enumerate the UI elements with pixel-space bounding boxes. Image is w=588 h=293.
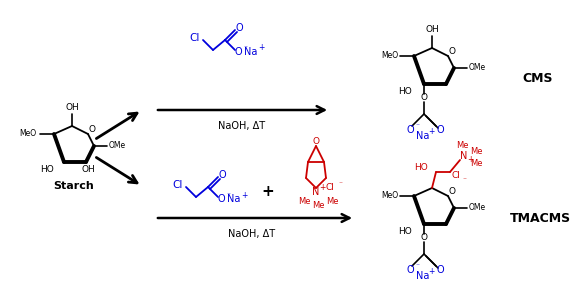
- Text: Starch: Starch: [54, 181, 95, 191]
- Text: OMe: OMe: [469, 64, 486, 72]
- Text: O: O: [235, 23, 243, 33]
- Text: MeO: MeO: [381, 52, 398, 60]
- Text: N: N: [312, 187, 320, 197]
- Text: Me: Me: [456, 142, 468, 151]
- Text: Me: Me: [470, 159, 482, 168]
- Text: Me: Me: [470, 147, 482, 156]
- Text: +: +: [258, 43, 264, 52]
- Text: N: N: [460, 151, 467, 161]
- Text: Cl: Cl: [452, 171, 460, 180]
- Text: Cl: Cl: [173, 180, 183, 190]
- Text: Na: Na: [244, 47, 258, 57]
- Text: Me: Me: [312, 202, 324, 210]
- Text: Na: Na: [416, 271, 430, 281]
- Text: Cl: Cl: [326, 183, 335, 193]
- Text: OH: OH: [425, 25, 439, 33]
- Text: +: +: [467, 156, 473, 164]
- Text: O: O: [420, 93, 427, 103]
- Text: OH: OH: [82, 166, 96, 175]
- Text: Na: Na: [228, 194, 240, 204]
- Text: ⁻: ⁻: [338, 180, 342, 188]
- Text: Me: Me: [326, 197, 338, 207]
- Text: ⁻: ⁻: [226, 190, 230, 200]
- Text: O: O: [234, 47, 242, 57]
- Text: OMe: OMe: [469, 204, 486, 212]
- Text: O: O: [436, 265, 444, 275]
- Text: MeO: MeO: [381, 192, 398, 200]
- Text: O: O: [217, 194, 225, 204]
- Text: HO: HO: [398, 227, 412, 236]
- Text: +: +: [428, 127, 434, 137]
- Text: +: +: [241, 190, 247, 200]
- Text: NaOH, ΔT: NaOH, ΔT: [228, 229, 276, 239]
- Text: Cl: Cl: [190, 33, 200, 43]
- Text: MeO: MeO: [19, 130, 36, 139]
- Text: O: O: [406, 125, 414, 135]
- Text: HO: HO: [40, 166, 54, 175]
- Text: O: O: [449, 47, 456, 57]
- Text: HO: HO: [415, 163, 428, 173]
- Text: +: +: [262, 185, 275, 200]
- Text: O: O: [406, 265, 414, 275]
- Text: O: O: [420, 234, 427, 243]
- Text: ⁻: ⁻: [462, 176, 466, 185]
- Text: O: O: [449, 188, 456, 197]
- Text: CMS: CMS: [523, 71, 553, 84]
- Text: Me: Me: [298, 197, 310, 207]
- Text: NaOH, ΔT: NaOH, ΔT: [218, 121, 266, 131]
- Text: +: +: [428, 268, 434, 277]
- Text: TMACMS: TMACMS: [509, 212, 570, 224]
- Text: Na: Na: [416, 131, 430, 141]
- Text: ⁻: ⁻: [415, 122, 419, 130]
- Text: O: O: [436, 125, 444, 135]
- Text: OH: OH: [65, 103, 79, 112]
- Text: +: +: [319, 183, 325, 193]
- Text: O: O: [218, 170, 226, 180]
- Text: ⁻: ⁻: [415, 261, 419, 270]
- Text: ⁻: ⁻: [243, 43, 247, 52]
- Text: O: O: [89, 125, 95, 134]
- Text: HO: HO: [398, 88, 412, 96]
- Text: OMe: OMe: [109, 142, 126, 151]
- Text: O: O: [312, 137, 319, 146]
